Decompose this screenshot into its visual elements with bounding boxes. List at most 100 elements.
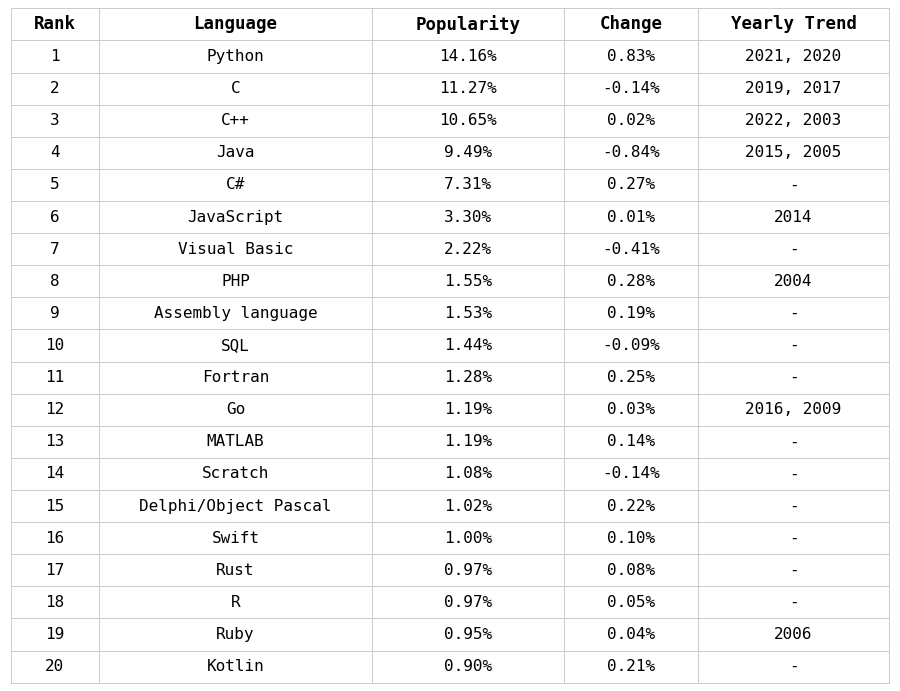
Text: 1.19%: 1.19%: [444, 435, 492, 449]
Text: C#: C#: [226, 178, 245, 192]
Text: 2.22%: 2.22%: [444, 242, 492, 256]
Bar: [563, 587, 698, 618]
Bar: [373, 330, 563, 361]
Text: 0.95%: 0.95%: [444, 627, 492, 642]
Text: 1.19%: 1.19%: [444, 402, 492, 417]
Text: 1.02%: 1.02%: [444, 499, 492, 513]
Text: 0.04%: 0.04%: [607, 627, 655, 642]
Bar: [373, 297, 563, 330]
Bar: [11, 330, 99, 361]
Text: -: -: [788, 466, 798, 482]
Text: 2014: 2014: [774, 209, 813, 225]
Bar: [373, 73, 563, 104]
Text: 1.55%: 1.55%: [444, 274, 492, 289]
Text: C++: C++: [221, 113, 250, 129]
Bar: [563, 618, 698, 651]
Bar: [698, 522, 889, 554]
Text: -: -: [788, 338, 798, 353]
Bar: [698, 426, 889, 458]
Bar: [11, 458, 99, 490]
Bar: [373, 361, 563, 394]
Bar: [373, 265, 563, 297]
Bar: [373, 458, 563, 490]
Text: -0.09%: -0.09%: [602, 338, 660, 353]
Bar: [373, 394, 563, 426]
Bar: [698, 490, 889, 522]
Text: Fortran: Fortran: [202, 370, 269, 385]
Bar: [698, 618, 889, 651]
Text: Java: Java: [216, 145, 255, 160]
Text: Kotlin: Kotlin: [207, 659, 265, 674]
Bar: [698, 265, 889, 297]
Text: 9: 9: [50, 306, 59, 321]
Text: 10: 10: [45, 338, 64, 353]
Bar: [11, 394, 99, 426]
Text: 0.97%: 0.97%: [444, 595, 492, 610]
Text: 0.05%: 0.05%: [607, 595, 655, 610]
Text: -: -: [788, 499, 798, 513]
Text: C: C: [230, 81, 240, 96]
Bar: [99, 169, 373, 201]
Text: PHP: PHP: [221, 274, 250, 289]
Text: 17: 17: [45, 562, 64, 578]
Text: 11: 11: [45, 370, 64, 385]
Text: 3.30%: 3.30%: [444, 209, 492, 225]
Text: 2006: 2006: [774, 627, 813, 642]
Text: -0.41%: -0.41%: [602, 242, 660, 256]
Bar: [373, 587, 563, 618]
Bar: [373, 554, 563, 587]
Bar: [99, 104, 373, 137]
Text: JavaScript: JavaScript: [187, 209, 284, 225]
Text: 14.16%: 14.16%: [439, 49, 497, 64]
Bar: [563, 137, 698, 169]
Bar: [373, 651, 563, 683]
Text: -0.84%: -0.84%: [602, 145, 660, 160]
Text: 2019, 2017: 2019, 2017: [745, 81, 842, 96]
Text: 2021, 2020: 2021, 2020: [745, 49, 842, 64]
Text: Yearly Trend: Yearly Trend: [731, 15, 857, 33]
Bar: [99, 73, 373, 104]
Bar: [99, 618, 373, 651]
Text: 0.14%: 0.14%: [607, 435, 655, 449]
Text: 2: 2: [50, 81, 59, 96]
Text: R: R: [230, 595, 240, 610]
Text: 2016, 2009: 2016, 2009: [745, 402, 842, 417]
Text: Go: Go: [226, 402, 245, 417]
Bar: [373, 426, 563, 458]
Bar: [99, 233, 373, 265]
Text: 0.27%: 0.27%: [607, 178, 655, 192]
Text: -: -: [788, 531, 798, 546]
Text: 0.90%: 0.90%: [444, 659, 492, 674]
Bar: [373, 522, 563, 554]
Bar: [11, 361, 99, 394]
Bar: [11, 651, 99, 683]
Bar: [99, 201, 373, 233]
Bar: [373, 40, 563, 73]
Bar: [99, 297, 373, 330]
Bar: [99, 394, 373, 426]
Bar: [373, 618, 563, 651]
Text: 1.44%: 1.44%: [444, 338, 492, 353]
Bar: [698, 587, 889, 618]
Text: 18: 18: [45, 595, 64, 610]
Text: Swift: Swift: [212, 531, 259, 546]
Bar: [563, 394, 698, 426]
Bar: [563, 458, 698, 490]
Text: 15: 15: [45, 499, 64, 513]
Text: 3: 3: [50, 113, 59, 129]
Text: 0.08%: 0.08%: [607, 562, 655, 578]
Bar: [99, 426, 373, 458]
Bar: [11, 137, 99, 169]
Bar: [563, 233, 698, 265]
Bar: [99, 265, 373, 297]
Text: 1.28%: 1.28%: [444, 370, 492, 385]
Bar: [698, 40, 889, 73]
Bar: [373, 201, 563, 233]
Text: Rust: Rust: [216, 562, 255, 578]
Bar: [11, 169, 99, 201]
Text: Scratch: Scratch: [202, 466, 269, 482]
Text: -0.14%: -0.14%: [602, 81, 660, 96]
Text: Rank: Rank: [33, 15, 76, 33]
Bar: [563, 8, 698, 40]
Bar: [99, 137, 373, 169]
